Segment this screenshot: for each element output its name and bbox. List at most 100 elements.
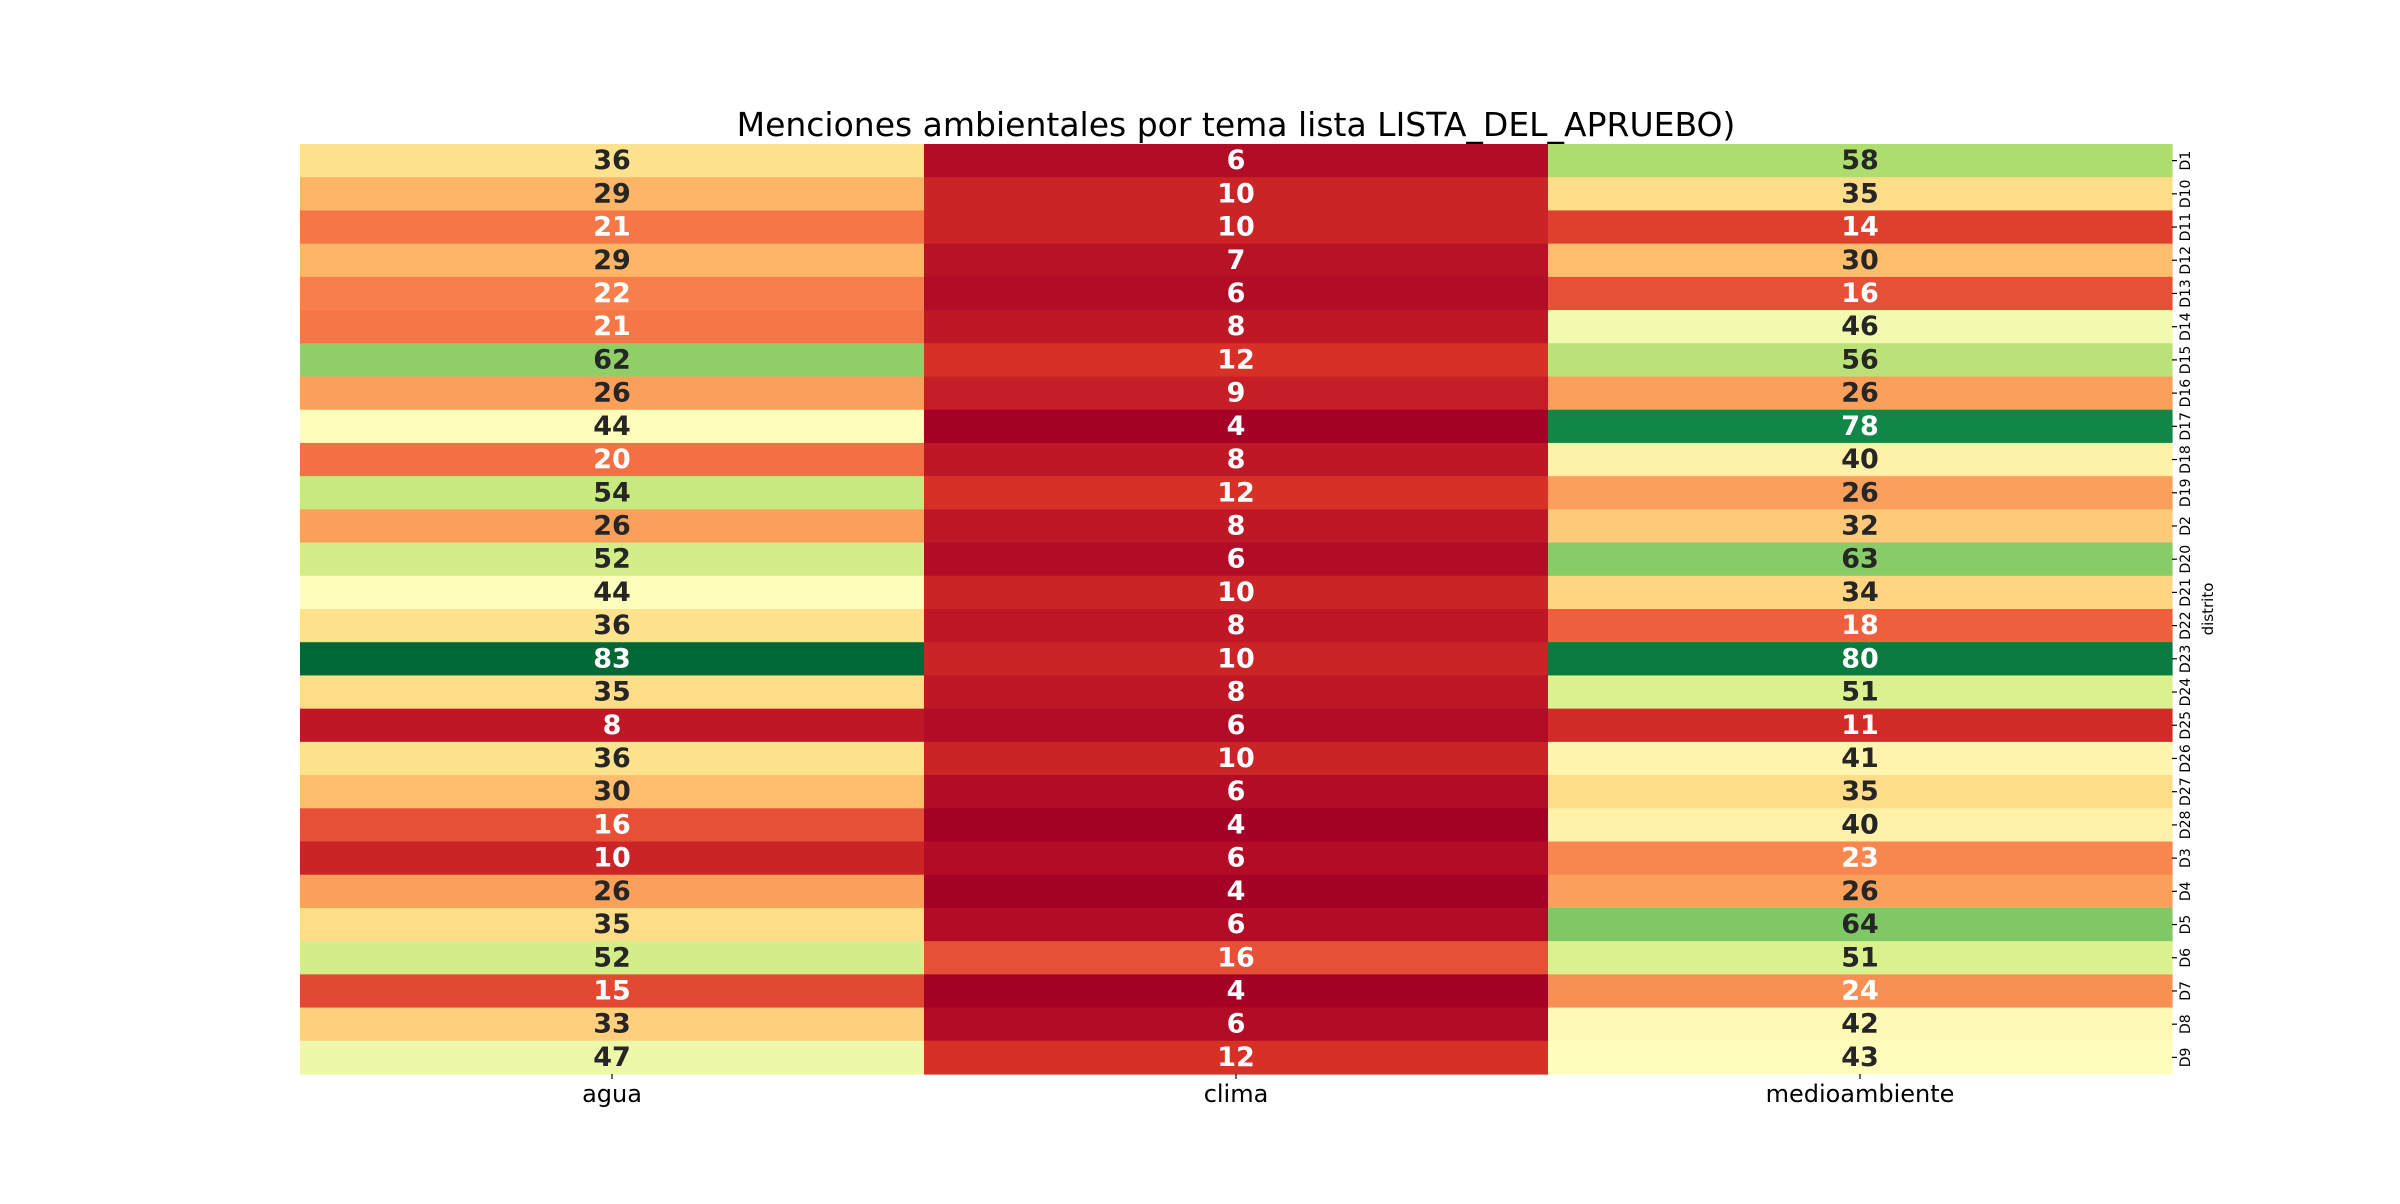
y-tick-label: D11 xyxy=(2178,213,2194,242)
cell-value-label: 23 xyxy=(1841,843,1879,874)
cell-value-label: 11 xyxy=(1841,710,1879,741)
y-tick-label: D3 xyxy=(2178,848,2194,868)
cell-value-label: 12 xyxy=(1217,477,1255,508)
heatmap-cell xyxy=(1548,741,2173,776)
cell-value-label: 44 xyxy=(593,577,631,608)
heatmap-cell xyxy=(924,874,1549,909)
heatmap-cell xyxy=(300,376,925,411)
cell-value-label: 6 xyxy=(1227,544,1246,575)
heatmap-cell xyxy=(1548,775,2173,809)
cell-value-label: 47 xyxy=(593,1042,631,1073)
cell-value-label: 35 xyxy=(1841,776,1879,807)
heatmap-cell xyxy=(924,144,1549,178)
cell-value-label: 18 xyxy=(1841,610,1879,641)
cell-value-label: 51 xyxy=(1841,942,1879,973)
heatmap-cell xyxy=(924,974,1549,1009)
cell-value-label: 29 xyxy=(593,178,631,209)
heatmap-cell xyxy=(300,841,925,876)
cell-value-label: 6 xyxy=(1227,776,1246,807)
cell-value-label: 26 xyxy=(1841,876,1879,907)
heatmap-cell xyxy=(924,210,1549,245)
x-tick-label: agua xyxy=(582,1080,642,1108)
cell-value-label: 30 xyxy=(593,776,631,807)
y-tick-label: D6 xyxy=(2178,948,2194,968)
heatmap-cell xyxy=(924,941,1549,975)
cell-value-label: 4 xyxy=(1227,975,1246,1006)
cell-value-label: 4 xyxy=(1227,876,1246,907)
cell-value-label: 20 xyxy=(593,444,631,475)
chart-title: Menciones ambientales por tema lista LIS… xyxy=(737,105,1736,144)
y-tick-label: D15 xyxy=(2178,346,2194,375)
heatmap-cell xyxy=(300,177,925,212)
heatmap-cell xyxy=(924,907,1549,942)
cell-value-label: 40 xyxy=(1841,444,1879,475)
y-tick-label: D2 xyxy=(2178,516,2194,536)
y-tick-label: D9 xyxy=(2178,1048,2194,1068)
cell-value-label: 12 xyxy=(1217,344,1255,375)
cell-value-label: 54 xyxy=(593,477,631,508)
cell-value-label: 10 xyxy=(1217,643,1255,674)
cell-value-label: 58 xyxy=(1841,145,1879,176)
heatmap-cell xyxy=(300,907,925,942)
cell-value-label: 10 xyxy=(1217,178,1255,209)
cell-value-label: 35 xyxy=(1841,178,1879,209)
cell-value-label: 52 xyxy=(593,942,631,973)
y-tick-label: D8 xyxy=(2178,1014,2194,1034)
heatmap-cell xyxy=(1548,243,2173,278)
y-tick-label: D14 xyxy=(2178,312,2194,341)
y-tick-label: D20 xyxy=(2178,545,2194,574)
heatmap-cell xyxy=(924,476,1549,510)
cell-value-label: 16 xyxy=(1217,942,1255,973)
heatmap-cell xyxy=(1548,609,2173,643)
cell-value-label: 78 xyxy=(1841,411,1879,442)
heatmap-cell xyxy=(300,1007,925,1042)
heatmap-cell xyxy=(300,276,925,311)
heatmap-cell xyxy=(1548,177,2173,212)
cell-value-label: 8 xyxy=(1227,677,1246,708)
cell-value-label: 33 xyxy=(593,1009,631,1040)
cell-value-label: 8 xyxy=(1227,311,1246,342)
cell-value-label: 64 xyxy=(1841,909,1879,940)
heatmap-cell xyxy=(1548,542,2173,577)
heatmap-cell xyxy=(1548,907,2173,942)
heatmap-cell xyxy=(300,409,925,444)
y-tick-label: D10 xyxy=(2178,180,2194,209)
cell-value-label: 8 xyxy=(1227,510,1246,541)
heatmap-cells xyxy=(300,144,2173,1075)
y-tick-label: D26 xyxy=(2178,744,2194,773)
y-tick-label: D25 xyxy=(2178,711,2194,740)
heatmap-cell xyxy=(300,941,925,975)
heatmap-cell xyxy=(924,409,1549,444)
cell-value-label: 6 xyxy=(1227,278,1246,309)
heatmap-cell xyxy=(924,310,1549,344)
cell-value-label: 32 xyxy=(1841,510,1879,541)
cell-value-label: 36 xyxy=(593,610,631,641)
y-axis-label: distrito xyxy=(2199,583,2217,636)
cell-value-label: 22 xyxy=(593,278,631,309)
heatmap-cell xyxy=(924,708,1549,743)
cell-value-label: 80 xyxy=(1841,643,1879,674)
heatmap-cell xyxy=(1548,841,2173,876)
y-tick-label: D1 xyxy=(2178,151,2194,171)
heatmap-cell xyxy=(1548,874,2173,909)
heatmap-cell xyxy=(924,542,1549,577)
y-tick-label: D18 xyxy=(2178,445,2194,474)
cell-value-label: 10 xyxy=(1217,743,1255,774)
y-tick-label: D16 xyxy=(2178,379,2194,408)
cell-value-label: 6 xyxy=(1227,145,1246,176)
y-axis-ticks: D1 D10 D11 D12 D13 D14 D15 D16 D17 D18 D19 D2 D20 D21… xyxy=(2172,151,2194,1067)
cell-value-label: 40 xyxy=(1841,809,1879,840)
cell-value-label: 44 xyxy=(593,411,631,442)
cell-value-label: 6 xyxy=(1227,1009,1246,1040)
heatmap-cell xyxy=(1548,409,2173,444)
y-tick-label: D17 xyxy=(2178,412,2194,441)
heatmap-cell xyxy=(1548,144,2173,178)
heatmap-cell xyxy=(300,575,925,610)
heatmap-cell xyxy=(924,675,1549,710)
cell-value-label: 52 xyxy=(593,544,631,575)
y-tick-label: D13 xyxy=(2178,279,2194,308)
cell-value-label: 14 xyxy=(1841,212,1879,243)
cell-value-label: 6 xyxy=(1227,710,1246,741)
cell-value-label: 7 xyxy=(1227,245,1246,276)
